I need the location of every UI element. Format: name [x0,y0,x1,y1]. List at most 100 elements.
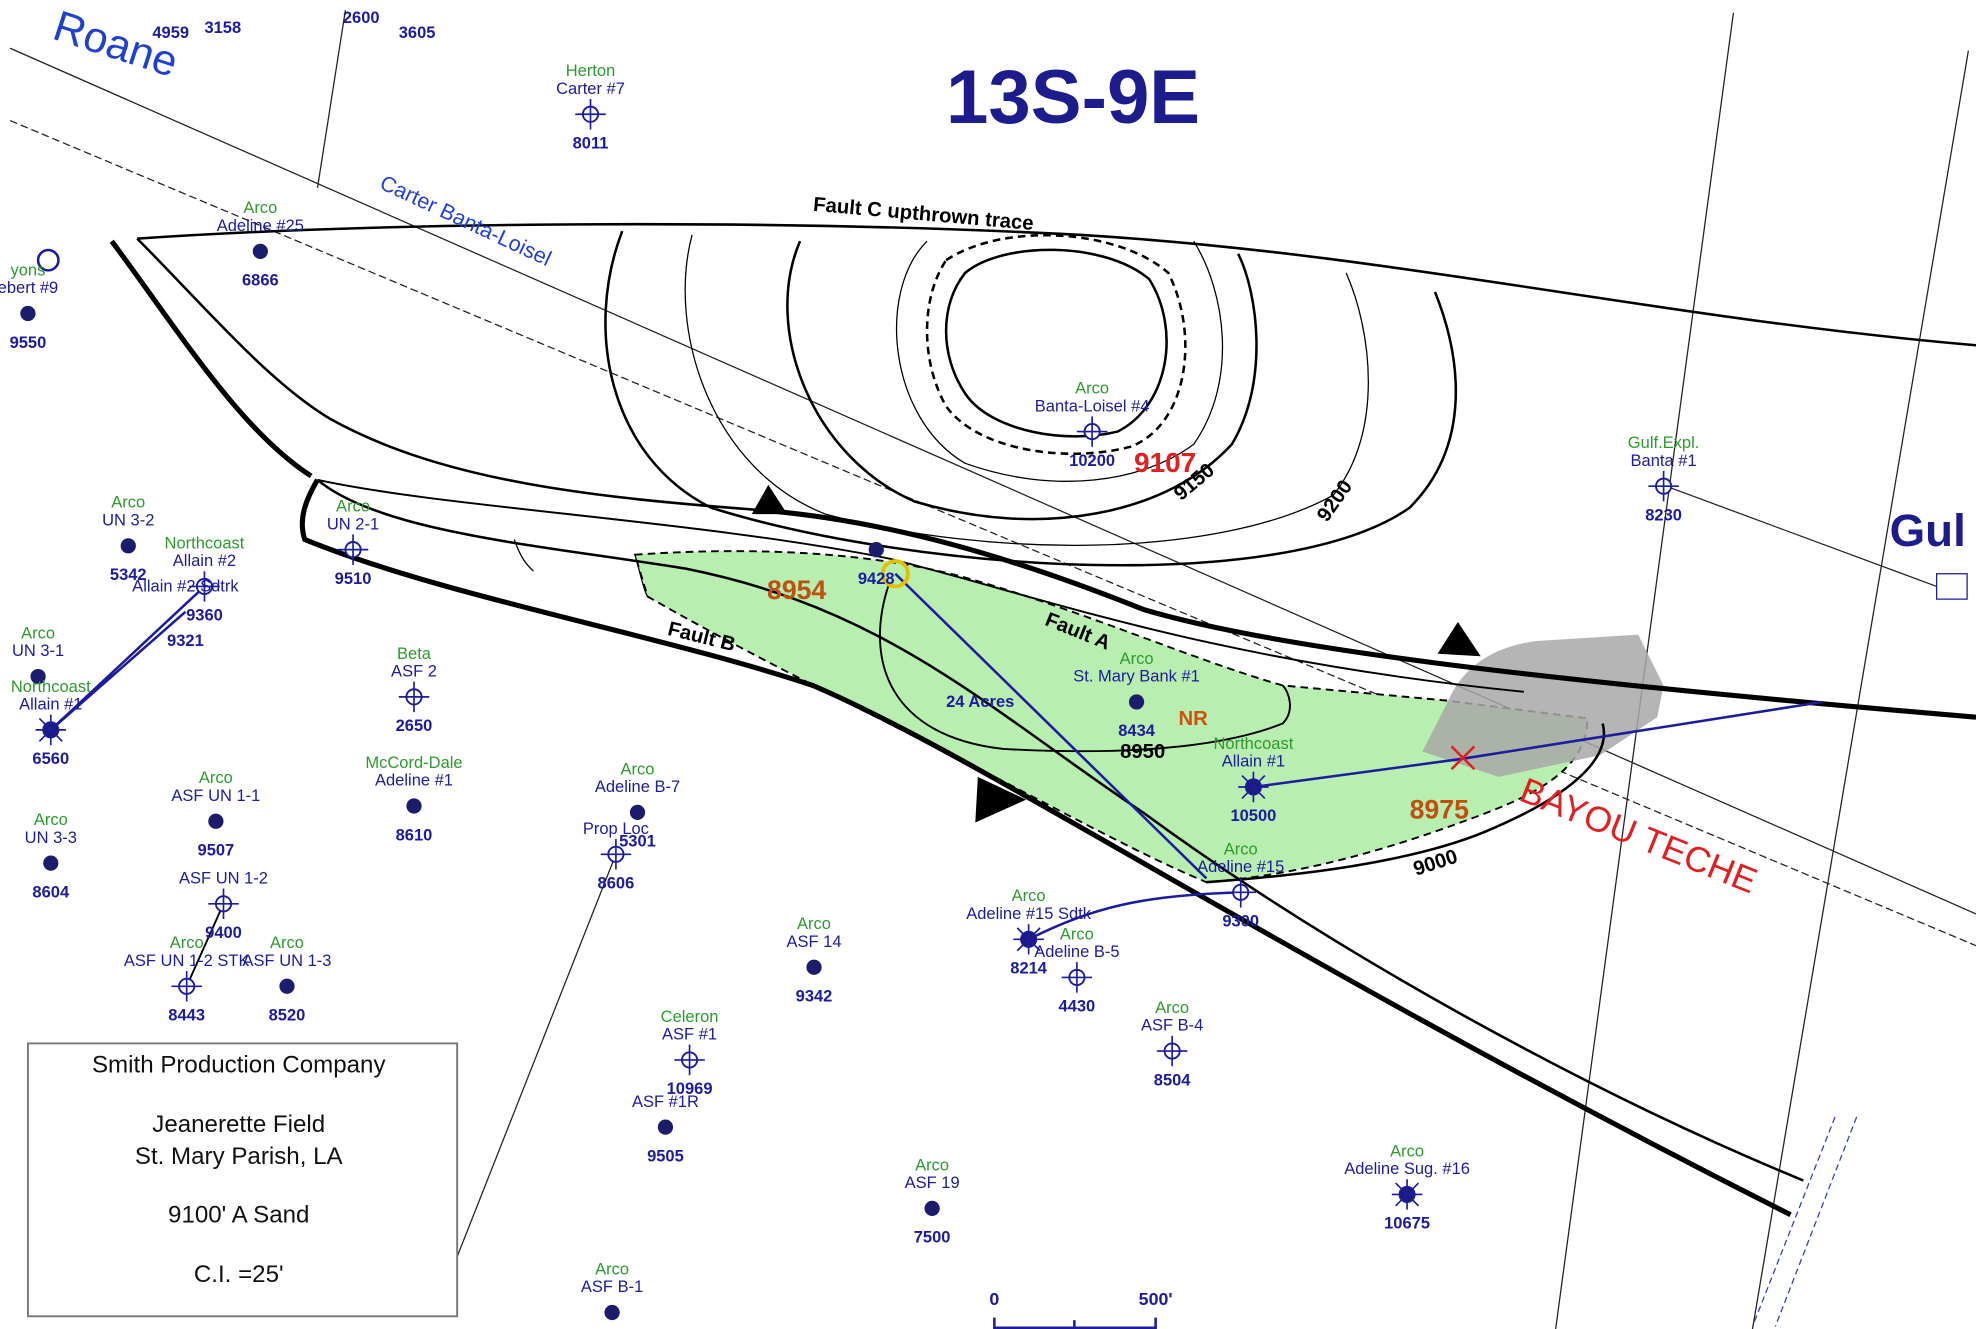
well-cross [575,99,606,130]
well-depth: 9507 [198,842,235,860]
well-cross [600,839,632,870]
well-name: ASF UN 1-2 STK [124,952,250,970]
well-depth: 9400 [205,924,242,942]
legend-text: 9100' A Sand [168,1201,309,1228]
well-cross [1156,1035,1188,1067]
well-path [49,585,206,731]
well-operator: Northcoast [11,678,91,696]
well-operator: Arco [243,199,277,217]
bayou-label: BAYOU TECHE [1515,770,1763,901]
well-name: Adeline #15 [1197,858,1284,876]
well-name: ASF UN 1-1 [171,787,260,805]
nr-label: NR [1178,708,1208,730]
well-name: Adeline #1 [375,772,453,790]
well-name: Adeline B-7 [595,778,680,796]
fault-ticks [751,484,1481,823]
well-name: ASF 19 [905,1174,960,1192]
well-name: ASF #1R [632,1093,699,1111]
legend-box [26,1042,459,1318]
well-symbol [604,1304,620,1321]
base-lines [9,10,1976,1329]
well-operator: Northcoast [1214,735,1294,753]
well-depth: 9505 [647,1147,684,1165]
contour-label: 8950 [1120,741,1165,763]
spot-value: 8975 [1410,795,1469,825]
well: Gulf.Expl.Banta #1 8230 [1628,434,1700,524]
well-depth: 10200 [1069,452,1115,470]
lease-line [1665,485,1937,588]
highlight-ring [36,248,60,272]
well-path [894,572,1208,880]
road-line [9,47,1976,915]
lease-line [316,10,347,188]
well-operator: McCord-Dale [365,754,462,772]
lease-line [1751,50,1970,1329]
well-symbol [406,798,422,814]
well-symbol [806,959,822,975]
well-operator: Arco [1075,379,1109,397]
legend-text: St. Mary Parish, LA [135,1143,344,1170]
well-operator: Arco [1155,999,1189,1017]
well-cross [1061,962,1093,993]
well-symbol [629,804,646,820]
well-cross [337,534,369,565]
well-operator: yons [11,261,46,279]
legend-text: Smith Production Company [92,1052,386,1079]
well-depth: 4430 [1059,998,1096,1016]
lease-line [456,854,617,1257]
well-cross [1238,771,1269,803]
contour [895,240,1224,482]
fault-a [109,239,1976,720]
well-symbol [120,538,136,554]
well-name: ASF 14 [786,933,841,951]
contours [513,230,1606,884]
well-name: ASF UN 1-3 [243,952,332,970]
well-name: Banta-Loisel #4 [1035,397,1150,415]
fault-c-edge [136,237,763,512]
well-name: ASF UN 1-2 [179,869,268,887]
well-depth: 10969 [667,1080,713,1098]
well-symbol [43,855,59,871]
well-depth: 8610 [396,826,433,844]
well-cross [398,681,430,713]
well-cross [674,1044,705,1076]
well-name: Adeline #25 [217,217,304,235]
well-operator: Arco [21,624,55,642]
scale-line [993,1317,1157,1329]
well-operator: Arco [1060,925,1094,943]
scale-bar: 0 500' [989,1289,1173,1329]
well-symbol [30,668,46,685]
well-name: Allain #2 Sdtrk [132,578,239,596]
well-operator: Arco [34,811,68,829]
area-label: 24 Acres [946,693,1014,711]
well-depth: 10675 [1384,1215,1430,1233]
well-name: ASF B-1 [581,1278,643,1296]
well-depth: 9342 [796,988,833,1006]
well-name: Allain #2 [173,552,236,570]
fault-c [137,222,1976,347]
fault-tick [751,484,788,515]
well-name: Banta #1 [1631,452,1697,470]
faults [109,222,1976,1218]
well-name: Allain #1 [1222,753,1285,771]
well: ASF UN 1-2 9400 [179,869,268,942]
well-depth: 8504 [1154,1071,1192,1089]
well-name: UN 3-3 [25,829,77,847]
legend-text: Jeanerette Field [152,1111,325,1138]
well-depth: 10500 [1230,807,1276,825]
well-depth: 8214 [1010,960,1048,978]
well-symbol [924,1200,940,1217]
